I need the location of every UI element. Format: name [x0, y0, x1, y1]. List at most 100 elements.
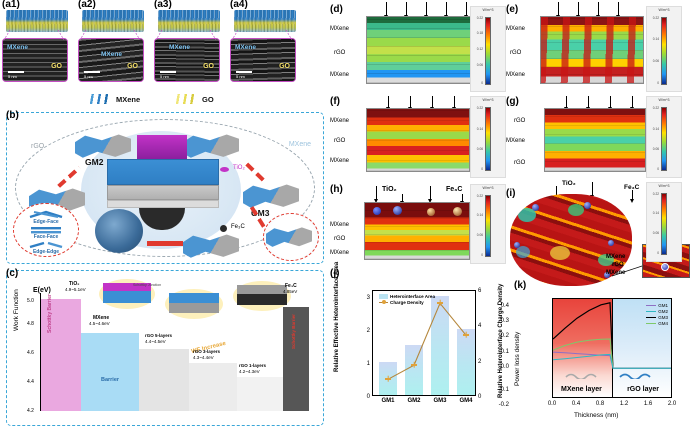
y-tick-k-0-3: 0.3 [500, 318, 509, 324]
y-tick-4-4: 4.4 [27, 379, 34, 385]
inset-layer-mid-i: rGO [612, 262, 624, 268]
work-function-axis [40, 293, 41, 411]
contact-modes-ring: Edge-Face Face-Face Edge-Edge [13, 203, 79, 257]
tem-panel-a4: (a4) MXene GO 5 nm [228, 0, 298, 84]
charge-density-line [387, 302, 467, 380]
panel-tag-f: (f) [330, 96, 340, 107]
mxene-label-b: MXene [288, 141, 311, 148]
sim-panel-g: (g) rGO MXene rGO [506, 96, 682, 182]
sim-panel-e: (e) MXene rGO MXene [506, 2, 682, 94]
x-axis-label-k: Thickness (nm) [574, 412, 619, 419]
y-tick-j-2: 2 [366, 327, 370, 334]
annotation-schottky-barrier-left: Schottky Barrier [47, 294, 53, 333]
rgo-label-b: rGO [31, 143, 45, 150]
tio2-sphere-icon [373, 207, 381, 215]
colorbar-tick: 0.06 [652, 231, 659, 235]
colorbar-g: W/m^3 0.22 0.14 0.06 0 [646, 96, 682, 178]
panel-tag-b: (b) [6, 110, 19, 121]
material-label-rgo5: rGO 5-layers [145, 333, 173, 338]
tem-panel-row: (a1) MXene GO 5 nm (a2) MXene GO 5 nm (a… [0, 0, 300, 88]
colorbar-tick: 0.18 [476, 31, 483, 35]
chart-legend-j: Heterointerface Area Charge Density [379, 294, 435, 305]
layer-label-mid-d: rGO [334, 50, 346, 56]
incident-wave-arrow [424, 2, 428, 19]
tem-closeup-a2: MXene GO 5 nm [78, 38, 144, 82]
gm3-detail-ring [263, 213, 319, 261]
particle-pointer [428, 186, 432, 203]
inset-layer-top-i: MXene [606, 254, 626, 260]
colorbar-tick: 0.06 [476, 63, 483, 67]
fe3c-label-i: Fe₃C [624, 184, 640, 191]
colorbar-tick: 0 [657, 81, 659, 85]
tem-closeup-a4: MXene GO 5 nm [230, 38, 296, 82]
layer-label-bot-e: MXene [506, 72, 526, 78]
inset-mxene-rgo [169, 293, 219, 313]
colorbar-tick: 0.22 [652, 106, 659, 110]
process-arrow-5 [147, 241, 183, 246]
flake-gm2 [75, 133, 131, 159]
layer-label-top-d: MXene [330, 26, 350, 32]
layer-label-bot-d: MXene [330, 72, 350, 78]
x-tick-k-0-0: 0.0 [547, 401, 557, 407]
y2-axis-label-j: Relative Heterointerface Charge Density [498, 283, 504, 398]
tio2-label-h: TiO₂ [382, 186, 397, 193]
fe3c-label-h: Fe₃C [446, 186, 463, 193]
colorbar-tick: 0 [481, 81, 483, 85]
y-tick-k-0-2: 0.2 [500, 333, 509, 340]
colorbar-tick: 0.14 [476, 213, 483, 217]
panel-tag-h: (h) [330, 184, 343, 195]
y-axis-label-k: Power loss density [514, 331, 521, 386]
zoom-connector-a1 [3, 30, 65, 40]
contact-label-edge-face: Edge-Face [33, 219, 59, 225]
fe3c-sphere-icon [427, 208, 435, 216]
tem-panel-a2: (a2) MXene GO 5 nm [76, 0, 146, 84]
panel-j-chart: Relative Effective Heterointerface Area … [330, 262, 508, 428]
region-label-mxene: MXene layer [561, 386, 602, 393]
particle-pointer [374, 186, 378, 203]
colorbar-d: W/m^3 0.22 0.18 0.12 0.06 0 [470, 6, 506, 92]
outer-dashed-ellipse [15, 119, 315, 257]
crumpled-3d-field-map [510, 194, 632, 286]
device-magenta-layer [137, 135, 187, 159]
zoom-connector-a4 [231, 30, 293, 40]
y-tick-k-0-1: 0.1 [500, 348, 509, 355]
y-tick-j-1: 1 [366, 360, 370, 367]
y2-tick-j-6: 6 [478, 288, 482, 294]
colorbar-unit-h: W/m^3 [482, 186, 494, 190]
y-tick-j-3: 3 [366, 294, 370, 301]
x-tick-k-0-4: 0.4 [571, 401, 581, 407]
band-block-mxene [81, 333, 139, 411]
bar-gm4 [457, 328, 475, 395]
y-tick-k-0-0: 0.0 [500, 364, 509, 371]
tio2-sphere-icon [661, 263, 669, 271]
layer-label-mid-e: rGO [510, 50, 522, 56]
incident-wave-arrow [452, 96, 456, 111]
inset-tio2-mxene [103, 283, 151, 303]
incident-wave-arrow [430, 96, 434, 111]
data-point-gm3 [437, 300, 443, 306]
sim-panel-h: (h) TiO₂ Fe₃C MXene rGO MXene [330, 184, 506, 270]
material-range-mxene: 4.5~4.6eV [89, 321, 110, 326]
particle-pointer [460, 194, 464, 205]
node-label-gm2: GM2 [85, 157, 104, 167]
go-label: GO [51, 63, 62, 70]
tem-closeup-a3: MXene GO 5 nm [154, 38, 220, 82]
panel-tag-e: (e) [506, 4, 519, 15]
layer-label-bot-h: MXene [330, 250, 350, 256]
incident-wave-arrow [596, 2, 600, 19]
fe3c-sphere-icon [453, 207, 462, 216]
colorbar-unit-i: W/m^3 [658, 184, 670, 188]
colorbar-tick: 0 [657, 167, 659, 171]
material-label-tio2: TiO₂ [69, 281, 80, 287]
bar-gm2 [405, 345, 423, 395]
layer-label-top-h: MXene [330, 222, 350, 228]
y-tick-k-0-4: 0.4 [500, 302, 509, 309]
layer-label-bot-g: rGO [514, 160, 526, 166]
device-mxene-layer [107, 159, 219, 185]
x-tick-gm4: GM4 [459, 398, 473, 404]
colorbar-tick: 0.06 [476, 233, 483, 237]
colorbar-tick: 0.14 [652, 127, 659, 131]
band-block-tio2 [41, 299, 81, 411]
legend-label-area: Heterointerface Area [390, 294, 436, 299]
edge-edge-icon [29, 241, 63, 249]
